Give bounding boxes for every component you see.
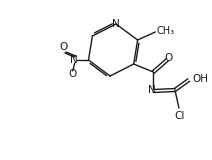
Text: N: N [148, 85, 156, 95]
Text: N: N [112, 19, 120, 29]
Text: O: O [69, 69, 77, 79]
Text: N: N [70, 55, 78, 65]
Text: CH₃: CH₃ [156, 26, 174, 36]
Text: OH: OH [193, 74, 209, 84]
Text: Cl: Cl [175, 111, 185, 121]
Text: O: O [60, 42, 68, 52]
Text: O: O [164, 53, 172, 63]
